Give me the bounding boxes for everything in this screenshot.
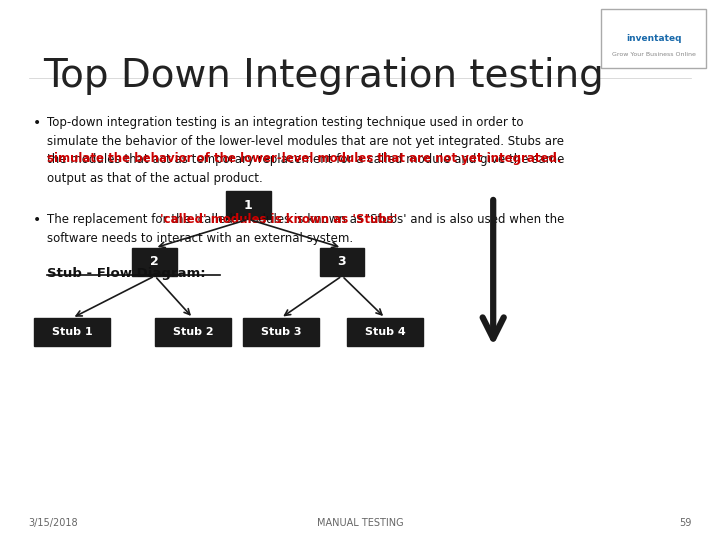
- Text: 'called' modules is known as 'Stubs': 'called' modules is known as 'Stubs': [160, 213, 397, 226]
- Text: The replacement for the 'called' modules is known as 'Stubs' and is also used wh: The replacement for the 'called' modules…: [47, 213, 564, 245]
- Text: simulate the behavior of the lower-level modules that are not yet integrated.: simulate the behavior of the lower-level…: [47, 152, 562, 165]
- Text: Stub 3: Stub 3: [261, 327, 301, 337]
- Text: 3/15/2018: 3/15/2018: [29, 518, 78, 528]
- Text: 1: 1: [244, 199, 253, 212]
- Text: 59: 59: [679, 518, 691, 528]
- Text: Stub - Flow Diagram:: Stub - Flow Diagram:: [47, 267, 205, 280]
- Text: MANUAL TESTING: MANUAL TESTING: [317, 518, 403, 528]
- FancyBboxPatch shape: [226, 191, 271, 219]
- Text: •: •: [32, 213, 40, 227]
- Text: Grow Your Business Online: Grow Your Business Online: [612, 51, 696, 57]
- FancyBboxPatch shape: [35, 318, 109, 346]
- Text: Stub 4: Stub 4: [365, 327, 405, 337]
- FancyBboxPatch shape: [132, 248, 177, 276]
- Text: Top Down Integration testing: Top Down Integration testing: [43, 57, 604, 94]
- FancyBboxPatch shape: [348, 318, 423, 346]
- Text: Stub 2: Stub 2: [173, 327, 213, 337]
- Text: 2: 2: [150, 255, 159, 268]
- Text: Stub 1: Stub 1: [52, 327, 92, 337]
- FancyBboxPatch shape: [601, 9, 706, 68]
- FancyBboxPatch shape: [243, 318, 319, 346]
- Text: Top-down integration testing is an integration testing technique used in order t: Top-down integration testing is an integ…: [47, 116, 564, 185]
- FancyBboxPatch shape: [156, 318, 230, 346]
- Text: inventateq: inventateq: [626, 34, 682, 43]
- Text: 3: 3: [338, 255, 346, 268]
- FancyBboxPatch shape: [320, 248, 364, 276]
- Text: •: •: [32, 116, 40, 130]
